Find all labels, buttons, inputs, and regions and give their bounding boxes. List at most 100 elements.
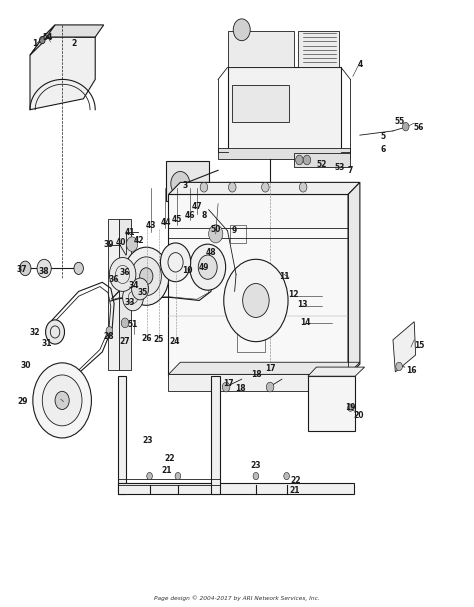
Text: 50: 50 [210, 225, 221, 234]
Circle shape [175, 472, 181, 480]
Circle shape [55, 392, 69, 410]
Text: 16: 16 [407, 365, 417, 375]
Text: 23: 23 [142, 436, 153, 445]
Circle shape [296, 155, 303, 165]
Circle shape [396, 362, 402, 371]
Text: 3: 3 [182, 181, 188, 190]
Text: 29: 29 [17, 397, 27, 406]
Circle shape [127, 237, 138, 251]
Circle shape [121, 318, 129, 328]
Text: 46: 46 [184, 211, 195, 220]
Text: 31: 31 [42, 339, 52, 348]
Bar [108, 219, 119, 370]
Text: 19: 19 [345, 403, 356, 412]
Circle shape [198, 255, 217, 279]
Circle shape [39, 36, 45, 44]
Text: 21: 21 [290, 486, 300, 495]
Text: 8: 8 [201, 211, 207, 220]
Text: 40: 40 [116, 239, 127, 248]
Bar [237, 328, 265, 352]
Bar [166, 161, 209, 200]
Text: 24: 24 [169, 336, 180, 345]
Circle shape [42, 375, 82, 426]
Polygon shape [168, 182, 360, 194]
Polygon shape [168, 362, 360, 375]
Circle shape [140, 268, 153, 285]
Text: 18: 18 [236, 384, 246, 393]
Text: 17: 17 [265, 364, 275, 373]
Text: 28: 28 [103, 331, 114, 341]
Circle shape [74, 262, 83, 274]
Bar [228, 67, 341, 152]
Circle shape [402, 123, 409, 131]
Text: 11: 11 [279, 272, 290, 281]
Circle shape [37, 259, 51, 277]
Text: 49: 49 [199, 263, 209, 272]
Circle shape [147, 472, 153, 480]
Bar [119, 219, 131, 370]
Bar [299, 31, 338, 67]
Text: 55: 55 [395, 117, 405, 126]
Circle shape [233, 19, 250, 41]
Text: 34: 34 [129, 281, 139, 290]
Circle shape [190, 244, 226, 290]
Text: 36: 36 [119, 268, 130, 277]
Text: 5: 5 [381, 132, 386, 141]
Text: 53: 53 [335, 163, 345, 172]
Bar [168, 375, 348, 392]
Text: 10: 10 [182, 266, 192, 275]
Circle shape [303, 155, 311, 165]
Text: 56: 56 [414, 123, 424, 132]
Bar [118, 376, 127, 494]
Text: 54: 54 [43, 33, 53, 41]
Text: 2: 2 [71, 39, 77, 47]
Text: 44: 44 [160, 219, 171, 228]
Circle shape [200, 182, 208, 192]
Text: 4: 4 [357, 59, 363, 69]
Text: 32: 32 [29, 328, 40, 337]
Text: 12: 12 [289, 290, 299, 299]
Text: 17: 17 [223, 379, 234, 388]
Circle shape [46, 320, 64, 344]
Text: 20: 20 [354, 411, 364, 420]
Text: 26: 26 [141, 334, 152, 343]
Circle shape [106, 327, 113, 335]
Polygon shape [43, 25, 104, 37]
Text: 13: 13 [297, 300, 308, 309]
Text: 43: 43 [146, 222, 156, 231]
Circle shape [347, 404, 353, 412]
Circle shape [124, 247, 169, 305]
Text: 38: 38 [39, 267, 49, 276]
Circle shape [160, 243, 191, 282]
Circle shape [132, 278, 149, 300]
Text: 52: 52 [317, 160, 327, 169]
Text: 51: 51 [128, 320, 138, 328]
Circle shape [33, 363, 91, 438]
Text: 14: 14 [300, 319, 311, 327]
Text: 39: 39 [103, 240, 114, 249]
Text: 27: 27 [119, 336, 130, 345]
Text: 48: 48 [206, 248, 216, 257]
Text: 21: 21 [162, 466, 173, 475]
Circle shape [266, 382, 274, 392]
Circle shape [109, 257, 136, 291]
Text: 35: 35 [137, 288, 148, 297]
Text: 6: 6 [381, 144, 386, 154]
Bar [168, 194, 348, 376]
Text: 36: 36 [109, 275, 119, 284]
Circle shape [253, 472, 259, 480]
Text: 15: 15 [414, 341, 424, 350]
Text: Page design © 2004-2017 by ARI Network Services, Inc.: Page design © 2004-2017 by ARI Network S… [154, 596, 320, 602]
Text: 18: 18 [251, 370, 262, 379]
Bar [118, 483, 354, 494]
Text: 41: 41 [125, 228, 136, 237]
Polygon shape [348, 182, 360, 376]
Polygon shape [30, 37, 95, 110]
Text: 33: 33 [125, 298, 135, 307]
Text: 42: 42 [134, 236, 144, 245]
Circle shape [224, 259, 288, 342]
Text: 25: 25 [154, 335, 164, 344]
Text: 22: 22 [164, 454, 174, 463]
Circle shape [300, 182, 307, 192]
Circle shape [171, 171, 190, 195]
